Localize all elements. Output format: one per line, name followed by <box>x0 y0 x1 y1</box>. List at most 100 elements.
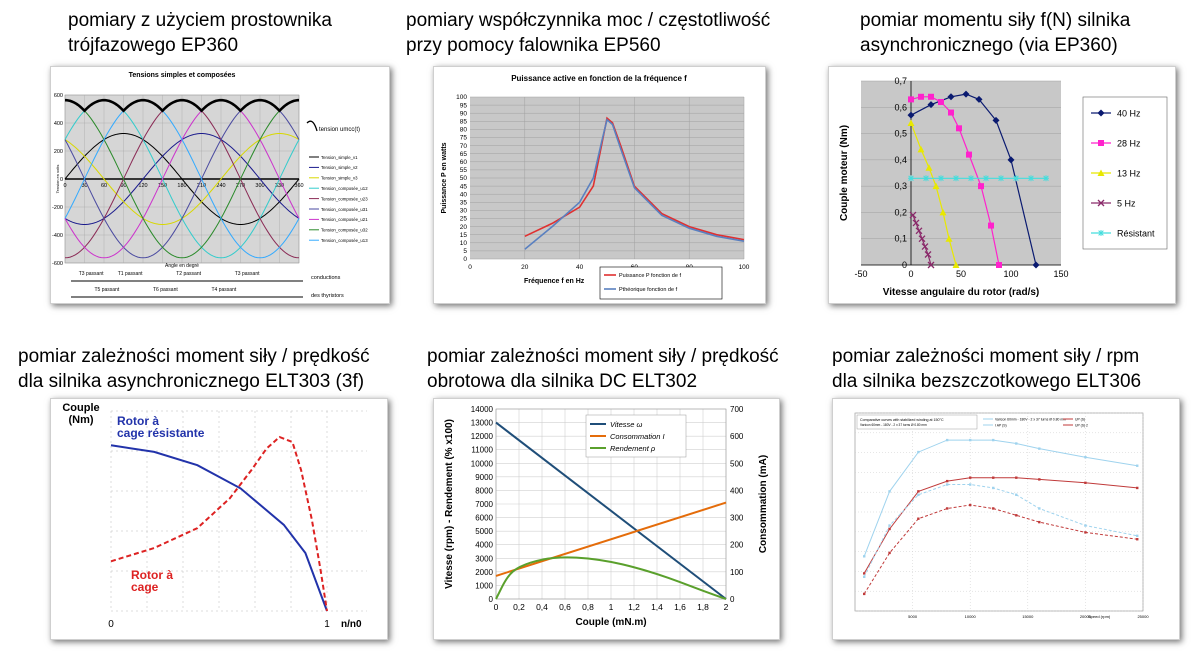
y-tick-label: 10 <box>460 240 468 247</box>
y-tick-label: 10000 <box>471 459 494 468</box>
series-marker <box>983 175 989 182</box>
x-tick-label: 1,2 <box>628 602 640 612</box>
y-axis-label: Vitesse (rpm) - Rendement (% x100) <box>444 419 455 589</box>
y-tick-label: 0 <box>489 595 494 604</box>
series-marker <box>888 527 891 531</box>
series-marker <box>915 227 923 235</box>
y-tick-label: 30 <box>460 208 468 215</box>
series-marker <box>1084 455 1087 459</box>
x-tick-label: 360 <box>294 183 303 189</box>
series-marker <box>945 235 953 242</box>
y-tick-label: 15 <box>460 232 468 239</box>
legend-label: UP (S) 2 <box>1075 424 1088 428</box>
series-marker <box>938 175 944 182</box>
series-label-red-2: cage <box>131 580 159 594</box>
y-tick-label: 8000 <box>475 486 493 495</box>
series-line <box>863 504 1138 595</box>
series-marker <box>1084 481 1087 485</box>
series-marker <box>956 125 962 132</box>
x-tick-label: 2 <box>724 602 729 612</box>
x-axis-label: Vitesse angulaire du rotor (rad/s) <box>883 287 1040 298</box>
plot-frame <box>495 408 727 600</box>
series-marker <box>917 450 920 454</box>
y2-tick-label: 700 <box>730 405 744 414</box>
caption-ep560: pomiary współczynnika moc / częstotliwoś… <box>406 10 771 56</box>
x-axis-label: Angle en degré <box>165 263 199 269</box>
chart-panel-ep560: Puissance active en fonction de la fréqu… <box>433 66 766 304</box>
series-marker <box>928 93 934 100</box>
series-marker <box>947 93 955 101</box>
chart-panel-elt302: 0 1000 2000 3000 4000 5000 6000 7000 8000 9000 100… <box>433 398 780 640</box>
series-marker <box>923 175 929 182</box>
y-tick-label: -600 <box>52 261 63 267</box>
chart-ep360-voltages: Tensions simples et composées 0 30 60 90 120 1… <box>52 72 368 299</box>
conduction-label: T1 passant <box>118 271 143 277</box>
series-marker <box>945 438 949 442</box>
x-tick-label: 120 <box>138 183 147 189</box>
y-tick-label: 55 <box>460 167 468 174</box>
series-marker <box>888 551 891 555</box>
y-tick-label: 0 <box>463 256 467 263</box>
legend-label: I AP (S) <box>995 424 1007 428</box>
x-tick-label: 330 <box>275 183 284 189</box>
series-marker <box>908 175 914 182</box>
legend-label: Vitesse ω <box>610 420 643 429</box>
series-marker <box>1038 507 1041 510</box>
y-tick-label: 3000 <box>475 554 493 563</box>
series-marker <box>908 96 914 103</box>
chart-panel-ep360: Tensions simples et composées 0 30 60 90 120 1… <box>50 66 390 304</box>
series-marker <box>1043 175 1049 182</box>
legend-label: Consommation I <box>610 432 665 441</box>
y-tick-label: 0,1 <box>894 234 907 244</box>
series-marker <box>996 262 1002 268</box>
y2-tick-label: 600 <box>730 432 744 441</box>
y2-tick-label: 400 <box>730 486 744 495</box>
chart-title: Comparative curves with stabilized windi… <box>860 418 944 422</box>
legend-label: Tension_composée_u12 <box>321 186 368 191</box>
x-tick-label: 100 <box>739 264 750 271</box>
conduction-label: T5 passant <box>95 287 120 293</box>
series-marker <box>969 483 972 486</box>
series-marker <box>992 486 995 490</box>
chart-elt302-dc: 0100020003000400050006000700080009000100… <box>444 405 769 628</box>
y-tick-label: 9000 <box>475 473 493 482</box>
x-tick-label: 50 <box>956 269 966 279</box>
y-tick-label: 20 <box>460 224 468 231</box>
y-tick-label: 0,2 <box>894 207 907 217</box>
x-tick-label: 25000 <box>1137 614 1149 619</box>
series-line <box>863 439 1138 557</box>
conduction-label: T3 passant <box>79 271 104 277</box>
series-marker <box>945 479 949 483</box>
series-marker <box>1013 175 1019 182</box>
series-marker <box>992 438 995 442</box>
series-marker <box>863 592 866 596</box>
series-line <box>495 421 727 600</box>
series-marker <box>992 507 995 510</box>
series-marker <box>1007 156 1015 164</box>
y-tick-label: 85 <box>460 119 468 126</box>
series-line <box>863 477 1138 574</box>
conduction-label: T6 passant <box>153 287 178 293</box>
series-marker <box>912 219 920 227</box>
series-marker <box>925 164 933 171</box>
y2-tick-label: 500 <box>730 459 744 468</box>
series-marker <box>888 524 891 527</box>
series-marker <box>992 476 995 479</box>
x-tick-label: 0 <box>908 269 913 279</box>
y-tick-label: 13000 <box>471 419 494 428</box>
legend-label: 5 Hz <box>1117 199 1136 209</box>
series-marker <box>969 503 972 507</box>
series-marker <box>1038 478 1041 481</box>
series-line <box>524 116 745 241</box>
series-marker <box>1098 140 1104 146</box>
legend-label: Tension_composée_u32 <box>321 228 368 233</box>
caption-elt306: pomiar zależności moment siły / rpm dla … <box>832 346 1142 392</box>
x-tick-label: 0,2 <box>513 602 525 612</box>
y-tick-label: 0,3 <box>894 181 907 191</box>
y-tick-label: 7000 <box>475 500 493 509</box>
x-tick-label: 0,6 <box>559 602 571 612</box>
series-marker <box>1015 514 1018 517</box>
series-marker <box>888 490 891 493</box>
legend-label: 13 Hz <box>1117 169 1141 179</box>
